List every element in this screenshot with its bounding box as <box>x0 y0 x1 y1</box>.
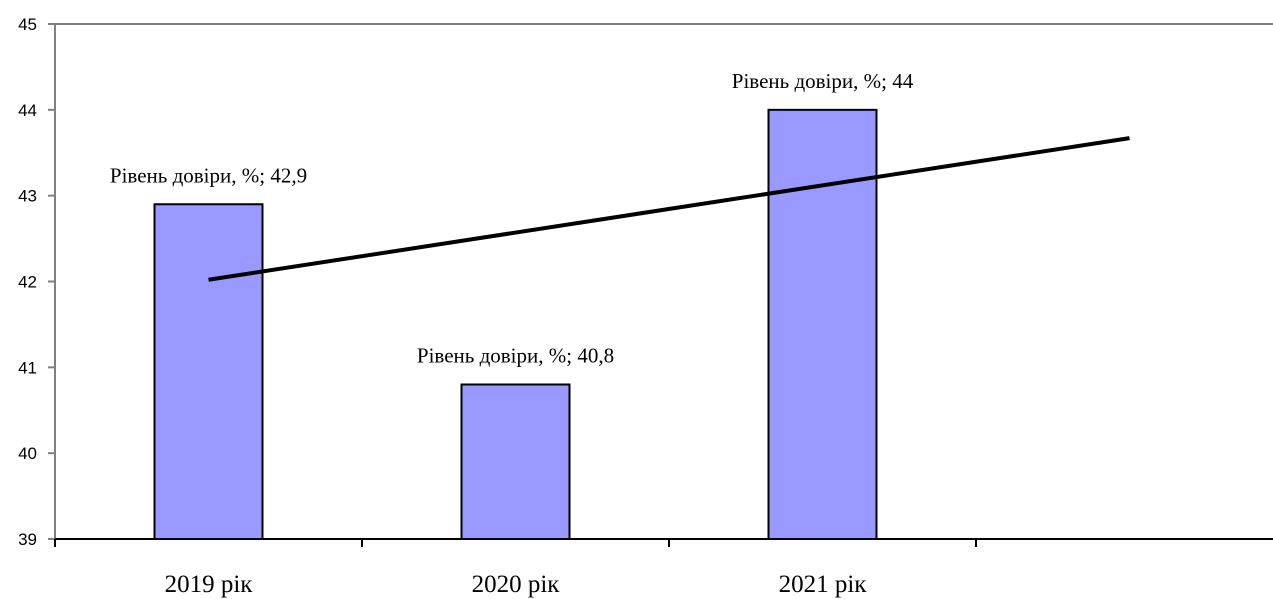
bar-1 <box>153 203 264 540</box>
y-tick-label: 39 <box>18 530 37 549</box>
x-tick-label-2: 2020 рік <box>472 571 561 598</box>
y-tick-label: 44 <box>18 101 37 120</box>
x-tick-label-1: 2019 рік <box>165 571 254 598</box>
data-label-2: Рівень довіри, %; 40,8 <box>417 344 614 368</box>
trendline <box>208 136 1130 282</box>
y-tick-label: 40 <box>18 444 37 463</box>
data-label-1: Рівень довіри, %; 42,9 <box>110 163 307 187</box>
bar-3 <box>767 108 878 540</box>
x-tick-label-3: 2021 рік <box>779 571 868 598</box>
y-tick-label: 41 <box>18 358 37 377</box>
y-tick-label: 43 <box>18 187 37 206</box>
bar-2 <box>460 383 571 540</box>
trendline-group <box>208 136 1130 282</box>
labels: Рівень довіри, %; 42,9 2019 рік Рівень дов… <box>110 69 914 598</box>
y-tick-label: 42 <box>18 273 37 292</box>
y-tick-label: 45 <box>18 15 37 34</box>
data-label-3: Рівень довіри, %; 44 <box>732 69 914 93</box>
